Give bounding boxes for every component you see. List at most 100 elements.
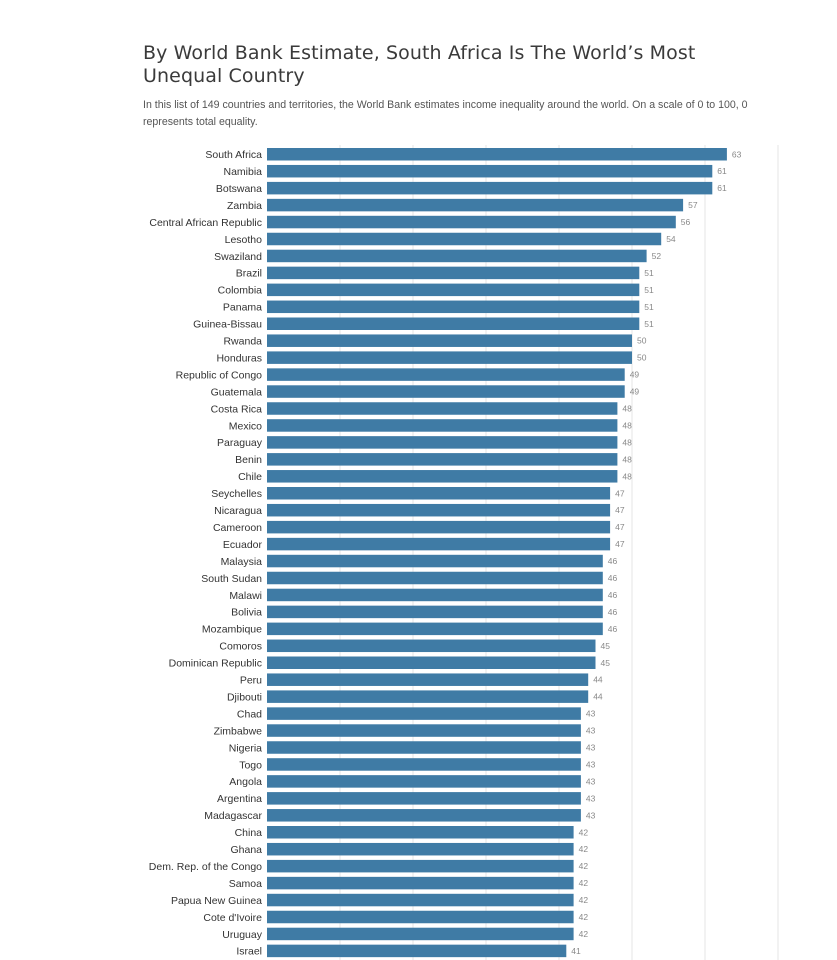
bar	[267, 622, 603, 636]
category-label: Djibouti	[227, 691, 262, 703]
value-label: 43	[586, 743, 596, 753]
value-label: 42	[579, 844, 589, 854]
bar	[267, 453, 618, 466]
bar	[267, 690, 589, 703]
bar	[267, 656, 596, 669]
bar	[267, 300, 640, 314]
bar	[267, 419, 618, 432]
bar	[267, 266, 640, 280]
bar	[267, 283, 640, 297]
value-label: 46	[608, 573, 618, 583]
category-label: Cameroon	[213, 522, 262, 534]
category-label: Guatemala	[211, 386, 263, 398]
category-label: Lesotho	[225, 234, 263, 246]
bar	[267, 148, 727, 161]
category-label: Brazil	[236, 268, 262, 280]
value-label: 47	[615, 522, 625, 532]
bar	[267, 198, 684, 212]
category-label: Nigeria	[229, 742, 262, 754]
value-label: 51	[644, 285, 654, 295]
value-label: 49	[630, 387, 640, 397]
value-label: 43	[586, 726, 596, 736]
value-label: 46	[608, 556, 618, 566]
value-label: 47	[615, 488, 625, 498]
bar	[267, 503, 611, 517]
bar	[267, 741, 581, 754]
bar	[267, 605, 603, 619]
value-label: 42	[579, 912, 589, 922]
bar	[267, 910, 574, 924]
category-label: Panama	[223, 302, 262, 314]
value-label: 42	[579, 878, 589, 888]
bar	[267, 944, 567, 958]
value-label: 43	[586, 793, 596, 803]
category-label: Colombia	[218, 285, 263, 297]
value-label: 44	[593, 692, 603, 702]
bar	[267, 893, 574, 907]
category-label: Benin	[235, 454, 262, 466]
value-label: 50	[637, 336, 647, 346]
value-label: 44	[593, 675, 603, 685]
value-label: 43	[586, 709, 596, 719]
value-label: 48	[622, 454, 632, 464]
category-label: Bolivia	[231, 607, 262, 619]
value-label: 42	[579, 861, 589, 871]
chart-title: By World Bank Estimate, South Africa Is …	[143, 42, 696, 87]
value-label: 57	[688, 200, 698, 210]
value-label: 43	[586, 759, 596, 769]
bar	[267, 385, 625, 398]
bar	[267, 487, 611, 500]
category-label: Samoa	[229, 878, 262, 890]
category-label: Ecuador	[223, 539, 263, 551]
category-label: Peru	[240, 675, 262, 687]
category-label: Madagascar	[204, 810, 262, 822]
category-label: Mexico	[229, 420, 262, 432]
value-label: 42	[579, 827, 589, 837]
bar	[267, 775, 581, 788]
bar	[267, 554, 603, 568]
category-label: Angola	[229, 776, 262, 788]
category-label: Swaziland	[214, 251, 262, 263]
category-label: Chile	[238, 471, 262, 483]
category-label: Cote d'Ivoire	[203, 912, 262, 924]
bar	[267, 181, 713, 195]
category-label: Central African Republic	[149, 217, 262, 229]
value-label: 43	[586, 776, 596, 786]
value-label: 48	[622, 471, 632, 481]
category-label: Nicaragua	[214, 505, 262, 517]
category-label: Dominican Republic	[169, 658, 262, 670]
value-label: 48	[622, 420, 632, 430]
value-label: 54	[666, 234, 676, 244]
bar	[267, 470, 618, 483]
value-label: 50	[637, 353, 647, 363]
category-label: Comoros	[219, 641, 262, 653]
category-label: Zambia	[227, 200, 262, 212]
value-label: 45	[601, 658, 611, 668]
category-label: China	[235, 827, 263, 839]
value-label: 42	[579, 929, 589, 939]
category-label: Malaysia	[221, 556, 263, 568]
bar	[267, 249, 647, 263]
category-label: South Africa	[205, 149, 262, 161]
value-label: 46	[608, 590, 618, 600]
bar	[267, 707, 581, 720]
value-label: 45	[601, 641, 611, 651]
value-label: 51	[644, 319, 654, 329]
category-label: Israel	[236, 946, 262, 958]
category-label: Guinea-Bissau	[193, 319, 262, 331]
bar	[267, 368, 625, 381]
bar	[267, 232, 662, 246]
value-label: 49	[630, 370, 640, 380]
category-label: Chad	[237, 708, 262, 720]
bar	[267, 317, 640, 330]
category-label: Togo	[239, 759, 262, 771]
category-label: Rwanda	[223, 336, 262, 348]
value-label: 48	[622, 437, 632, 447]
category-label: Malawi	[229, 590, 262, 602]
category-label: South Sudan	[201, 573, 262, 585]
bar	[267, 792, 581, 805]
bar	[267, 436, 618, 449]
category-label: Paraguay	[217, 437, 263, 449]
bar	[267, 639, 596, 653]
